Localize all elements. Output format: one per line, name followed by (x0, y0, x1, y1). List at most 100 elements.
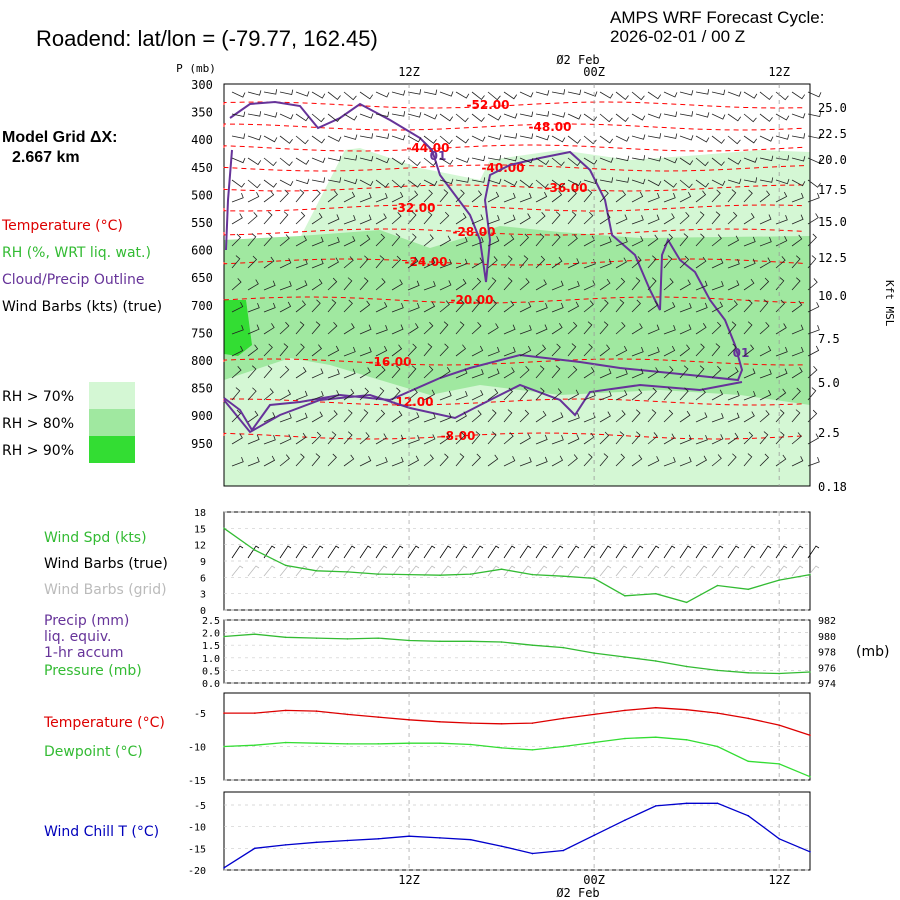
wind-barb (599, 135, 614, 144)
wind-barb (679, 434, 692, 445)
wind-barb (247, 456, 260, 467)
height-tick-label: 15.0 (818, 215, 847, 229)
wind-barb (439, 280, 452, 291)
cloud-label: 01 (430, 149, 447, 163)
legend-rh80-swatch (89, 409, 135, 436)
bottom-date-label: Ø2 Feb (556, 886, 599, 900)
wind-barb (359, 324, 372, 335)
wind-barb (631, 236, 644, 247)
wind-barb (247, 191, 260, 203)
wind-barb-grid (567, 565, 580, 577)
wind-barb (279, 321, 290, 335)
wind-barb (471, 345, 484, 357)
wind-barb (279, 413, 292, 423)
wind-barb (455, 135, 470, 144)
wind-barb (647, 346, 660, 357)
wind-barb (311, 411, 323, 423)
wind-barb (407, 455, 420, 467)
wind-barb (759, 113, 773, 122)
wind-barb (375, 345, 388, 357)
wind-barb-true (519, 545, 532, 559)
wind-barb (295, 259, 308, 269)
wind-barb (583, 390, 596, 401)
wind-barb (343, 134, 358, 140)
precip-liq-label: liq. equiv. (44, 629, 111, 645)
cycle-title: AMPS WRF Forecast Cycle: (610, 8, 824, 27)
wind-barb (535, 233, 545, 247)
wind-barb (503, 346, 516, 357)
wind-barb (231, 433, 243, 445)
wind-barb-true (807, 545, 820, 559)
height-tick-label: 12.5 (818, 251, 847, 265)
wind-barb (695, 157, 709, 167)
wind-barb (375, 111, 390, 118)
pressure-axis-label: P (mb) (176, 62, 216, 75)
wind-barb (471, 299, 481, 313)
wind-barb (567, 413, 580, 423)
wind-barb-true (263, 545, 276, 559)
windchill-tick-label: -5 (194, 801, 206, 812)
pressure-tick-label: 300 (191, 78, 213, 92)
wind-barb (583, 113, 598, 122)
wind-barb (519, 278, 530, 291)
wind-barb (439, 91, 454, 97)
pressure-tick-label-right: 974 (818, 679, 836, 690)
wind-barb (423, 211, 433, 225)
wind-barb (679, 233, 689, 247)
wind-barb-grid (327, 565, 340, 577)
isotherm-label: -20.00 (451, 293, 494, 307)
wind-barb-grid (679, 565, 692, 577)
wind-barb-grid (535, 565, 548, 577)
wind-barb (455, 411, 467, 423)
windchill-line-point (624, 819, 626, 821)
temperature-line-point (346, 713, 349, 716)
wind-barb (695, 190, 707, 203)
temperature-panel-frame (223, 692, 811, 781)
windchill-line-point (716, 802, 719, 805)
pressure-unit-label: (mb) (856, 644, 889, 660)
temperature-line-point (747, 717, 750, 720)
wind-barb (375, 433, 387, 445)
wind-barb (295, 157, 310, 165)
wind-barb (663, 302, 676, 313)
wind-barb (599, 258, 612, 269)
wind-barb (231, 233, 242, 247)
wind-barb (711, 258, 724, 269)
wind-barb-grid (775, 565, 788, 577)
wind-barb (551, 455, 564, 467)
wind-barb (775, 178, 790, 185)
wind-barb (359, 214, 372, 225)
wind-barb (775, 368, 788, 379)
wind-barb (327, 91, 341, 100)
wind-barb (279, 301, 292, 313)
wind-barb (727, 367, 739, 379)
wind-barb (567, 89, 582, 96)
wind-barb (759, 453, 770, 467)
wind-barb (279, 89, 294, 95)
wind-barb (423, 89, 438, 96)
wind-barb-grid (647, 565, 660, 577)
wind-barb (391, 90, 406, 96)
pressure-line (223, 633, 811, 675)
wind-barb (615, 135, 630, 142)
wind-barb (551, 412, 564, 423)
wind-barb-grid (503, 565, 516, 577)
dewpoint-line-point (654, 736, 657, 738)
wind-barb (679, 279, 691, 291)
height-axis-label: Kft MSL (883, 280, 896, 327)
wind-speed-line-point (315, 570, 318, 572)
wind-barb (423, 113, 438, 120)
wind-barb (727, 189, 737, 203)
wind-barb (615, 155, 630, 162)
wind-barb (439, 178, 454, 185)
pressure-line-point (531, 644, 534, 646)
wind-barb (535, 344, 547, 357)
wind-barb (391, 387, 401, 401)
wind-barb-grid (727, 565, 740, 577)
wind-barb-true (583, 545, 596, 559)
wind-barb (279, 389, 292, 401)
wind-barb-true (535, 545, 548, 559)
wind-barb (295, 189, 305, 203)
wind-barb (519, 302, 532, 313)
temperature-line-point (624, 709, 626, 712)
